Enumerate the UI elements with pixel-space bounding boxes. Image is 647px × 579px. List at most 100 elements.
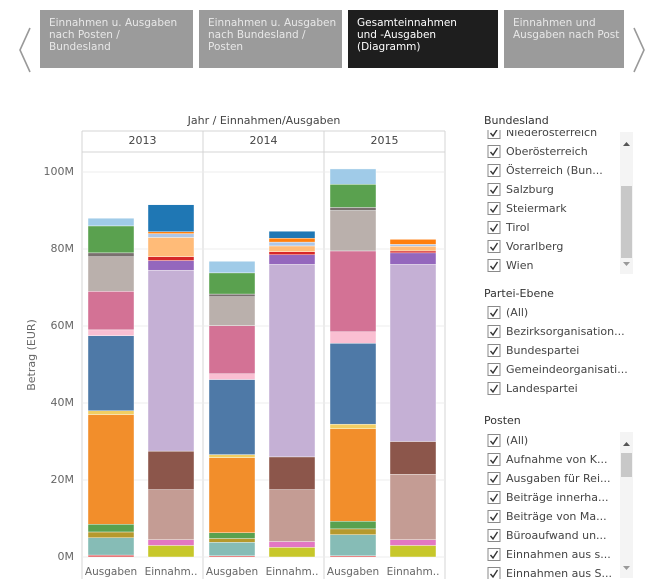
year-header: 2015 xyxy=(371,134,399,147)
bar-segment xyxy=(329,210,377,252)
bar-segment xyxy=(329,343,377,425)
scroll-up[interactable] xyxy=(623,442,630,446)
bar-segment xyxy=(389,441,437,475)
filter-option-label: Tirol xyxy=(505,221,530,234)
bar-segment xyxy=(389,264,437,442)
scroll-down[interactable] xyxy=(623,566,630,570)
bar-segment xyxy=(147,204,195,232)
filter-option[interactable]: Wien xyxy=(487,259,533,272)
bar-segment xyxy=(268,254,316,265)
filter-option[interactable]: Beiträge von Ma... xyxy=(487,510,607,523)
y-tick-label: 0M xyxy=(58,550,75,563)
filter-option-label: Salzburg xyxy=(506,183,554,196)
bar-segment xyxy=(87,256,135,292)
tab[interactable]: Einnahmen u. Ausgaben nach Posten / Bundes… xyxy=(40,10,193,68)
filter-option[interactable]: (All) xyxy=(487,306,528,319)
tab[interactable]: Einnahmen u. Ausgaben nach Bundesland / Po… xyxy=(199,10,342,68)
filter-list: (All) Aufnahme von K... Ausgaben für Rei..… xyxy=(487,434,612,579)
checkbox xyxy=(487,548,501,561)
bar-segment xyxy=(147,545,195,558)
checkbox xyxy=(487,453,501,466)
filter-option[interactable]: Gemeindeorganisati... xyxy=(487,363,628,376)
next-arrow[interactable] xyxy=(633,27,645,73)
checkmark xyxy=(489,242,499,252)
filter-option[interactable]: (All) xyxy=(487,434,528,447)
bar-segment xyxy=(268,251,316,255)
checkmark xyxy=(489,185,499,195)
bar-segment xyxy=(268,245,316,252)
checkmark xyxy=(489,550,499,560)
filter-option-label: Niederösterreich xyxy=(506,126,597,139)
checkbox xyxy=(487,363,501,376)
bar-segment xyxy=(389,246,437,252)
column-header: Jahr / Einnahmen/Ausgaben xyxy=(187,114,341,127)
filter-option-label: Oberösterreich xyxy=(506,145,588,158)
checkbox xyxy=(487,202,501,215)
tab-background xyxy=(199,10,342,68)
filter-option[interactable]: Büroaufwand un... xyxy=(487,529,607,542)
bar-segment xyxy=(208,532,256,539)
filter-option[interactable]: Steiermark xyxy=(487,202,567,215)
checkbox xyxy=(487,325,501,338)
y-tick-label: 40M xyxy=(51,396,75,409)
bar-segment xyxy=(268,238,316,243)
filter-option[interactable]: Österreich (Bun... xyxy=(487,164,603,177)
filter-option[interactable]: Einnahmen aus S... xyxy=(487,567,612,579)
filter-option[interactable]: Salzburg xyxy=(487,183,554,196)
filter-option[interactable]: Vorarlberg xyxy=(487,240,563,253)
filter-option-label: Einnahmen aus S... xyxy=(506,567,612,579)
bar-segment xyxy=(208,373,256,380)
filter-option[interactable]: Bezirksorganisation... xyxy=(487,325,625,338)
prev-arrow[interactable] xyxy=(19,27,31,73)
filter-option[interactable]: Beiträge innerha... xyxy=(487,491,609,504)
filter-option-label: Beiträge von Ma... xyxy=(506,510,607,523)
checkbox xyxy=(487,259,501,272)
filter-option[interactable]: Aufnahme von K... xyxy=(487,453,607,466)
checkbox xyxy=(487,491,501,504)
bar-segment xyxy=(147,231,195,234)
scroll-up[interactable] xyxy=(623,142,630,146)
checkbox xyxy=(487,130,501,139)
tab-label: Einnahmen u. Ausgaben nach Posten / Bundes… xyxy=(49,17,177,53)
bar-segment xyxy=(268,456,316,490)
bar-segment xyxy=(389,474,437,540)
x-tick-label: Einnahm.. xyxy=(387,566,440,578)
filter-option[interactable]: Landespartei xyxy=(487,382,578,395)
bar-segment xyxy=(87,410,135,415)
tab-label: Einnahmen u. Ausgaben nach Bundesland / Po… xyxy=(208,17,336,53)
filter-option-label: Steiermark xyxy=(506,202,567,215)
filter-option[interactable]: Ausgaben für Rei... xyxy=(487,472,611,485)
bar-segment xyxy=(147,256,195,261)
checkmark xyxy=(489,365,499,375)
filter-option-label: Einnahmen aus s... xyxy=(506,548,611,561)
x-tick-label: Ausgaben xyxy=(327,566,379,578)
bar-segment xyxy=(147,450,195,490)
x-tick-label: Einnahm.. xyxy=(266,566,319,578)
bar-segment xyxy=(329,250,377,332)
bar-segment xyxy=(147,233,195,238)
bar-segment xyxy=(268,241,316,247)
bar-segment xyxy=(208,296,256,326)
bar-segment xyxy=(208,538,256,543)
filter-option[interactable]: Niederösterreich xyxy=(487,126,597,139)
checkbox xyxy=(487,472,501,485)
filter-option[interactable]: Oberösterreich xyxy=(487,145,588,158)
tab-bar: Einnahmen u. Ausgaben nach Posten / Bundes… xyxy=(40,10,647,68)
scrollbar-thumb[interactable] xyxy=(621,186,632,258)
scrollbar-thumb[interactable] xyxy=(621,453,632,477)
year-header: 2013 xyxy=(129,134,157,147)
filter-option-label: Ausgaben für Rei... xyxy=(506,472,611,485)
scroll-down[interactable] xyxy=(623,262,630,266)
x-tick-label: Ausgaben xyxy=(206,566,258,578)
tab[interactable]: Einnahmen und Ausgaben nach Post xyxy=(504,10,647,68)
tab[interactable]: Gesamteinnahmen und -Ausgaben (Diagramm) xyxy=(348,10,498,68)
filter-option[interactable]: Bundespartei xyxy=(487,344,579,357)
bar-segment xyxy=(329,428,377,522)
bar-segment xyxy=(268,541,316,548)
filter-option-label: Österreich (Bun... xyxy=(506,164,603,177)
filter-option[interactable]: Tirol xyxy=(487,221,530,234)
bar-segment xyxy=(87,335,135,411)
x-tick-label: Einnahm.. xyxy=(145,566,198,578)
bar-segment xyxy=(87,329,135,336)
filter-option[interactable]: Einnahmen aus s... xyxy=(487,548,611,561)
